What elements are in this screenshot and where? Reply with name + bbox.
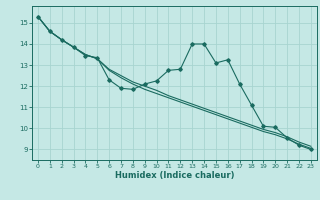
X-axis label: Humidex (Indice chaleur): Humidex (Indice chaleur) [115, 171, 234, 180]
